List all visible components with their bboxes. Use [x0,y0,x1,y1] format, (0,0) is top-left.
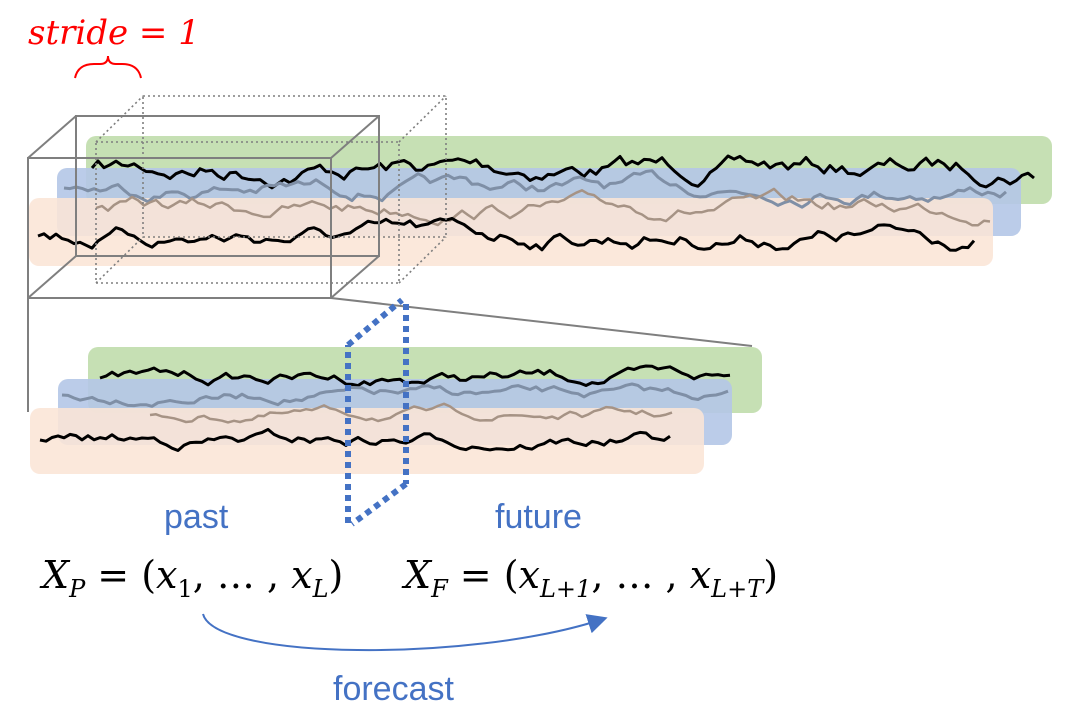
stride-brace [74,55,142,79]
projection-line-right [330,297,753,347]
window-dotted [95,95,447,284]
series-line-bottom-green [99,364,731,388]
bottom-series-group [39,364,731,452]
future-equation: XF = (xL+1, … , xL+T) [401,553,778,603]
top-series-group [37,154,1035,252]
past-label: past [164,498,229,536]
past-future-divider [345,297,409,527]
past-equation: XP = (x1, … , xL) [39,553,343,603]
series-line-top-blue [63,169,1007,209]
stride-label: stride = 1 [28,13,200,53]
forecast-label: forecast [333,670,454,708]
series-line-top-orange [37,216,976,252]
window-solid [27,115,380,299]
series-line-top-brown [95,187,991,227]
band-orange-top [29,198,993,266]
forecast-arrow [202,613,608,652]
series-line-bottom-blue [61,382,729,408]
series-line-bottom-brown [149,402,673,424]
future-label: future [495,498,582,536]
series-line-top-green [90,154,1035,190]
series-line-bottom-orange [39,427,671,452]
